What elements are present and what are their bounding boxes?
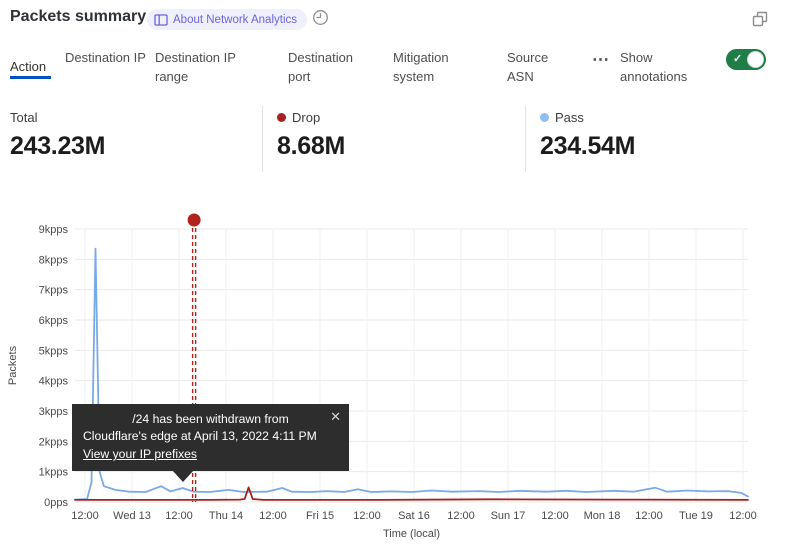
x-tick-label: Tue 19 xyxy=(679,510,713,522)
y-tick-label: 5kpps xyxy=(39,345,69,357)
x-tick-label: 12:00 xyxy=(71,510,99,522)
tab-destination-port[interactable]: Destination port xyxy=(288,50,354,84)
tab-destination-ip[interactable]: Destination IP xyxy=(65,50,146,65)
pass-legend-dot xyxy=(540,113,549,122)
stat-total-value: 243.23M xyxy=(10,132,106,160)
tab-mitigation-system[interactable]: Mitigation system xyxy=(393,50,449,84)
active-tab-underline xyxy=(10,76,51,79)
tab-destination-ip-range[interactable]: Destination IP range xyxy=(155,50,236,84)
tooltip-pointer xyxy=(172,470,194,482)
drop-legend-dot xyxy=(277,113,286,122)
book-icon xyxy=(154,13,168,26)
y-tick-label: 8kpps xyxy=(39,254,69,266)
stat-divider xyxy=(262,106,263,172)
check-icon: ✓ xyxy=(733,53,743,65)
series-line-drop xyxy=(74,486,749,501)
x-tick-label: 12:00 xyxy=(541,510,569,522)
about-network-analytics-badge[interactable]: About Network Analytics xyxy=(147,9,308,30)
packets-time-series-chart: 0pps 1kpps 2kpps 3kpps 4kpps 5kpps 6kpps 7kpps 8… xyxy=(7,213,757,540)
close-icon[interactable]: ✕ xyxy=(330,409,341,424)
view-ip-prefixes-link[interactable]: View your IP prefixes xyxy=(83,447,198,461)
stat-total: Total 243.23M xyxy=(10,110,106,161)
y-tick-label: 2kpps xyxy=(39,436,69,448)
clock-icon[interactable] xyxy=(312,9,329,26)
y-tick-label: 9kpps xyxy=(39,224,69,236)
tab-source-asn[interactable]: Source ASN xyxy=(507,50,549,84)
stat-drop: Drop 8.68M xyxy=(277,110,345,161)
x-tick-label: Thu 14 xyxy=(209,510,243,522)
page-title: Packets summary xyxy=(10,8,147,25)
annotation-tooltip: ✕ /24 has been withdrawn from Cloudflare… xyxy=(72,404,349,471)
y-axis-title: Packets xyxy=(7,345,19,385)
x-tick-label: 12:00 xyxy=(635,510,663,522)
expand-window-icon[interactable] xyxy=(751,10,769,28)
stat-pass-label: Pass xyxy=(555,110,584,125)
tooltip-line1: /24 has been withdrawn from xyxy=(132,412,289,426)
x-tick-label: Sat 16 xyxy=(398,510,430,522)
stat-drop-label: Drop xyxy=(292,110,321,125)
x-axis-title: Time (local) xyxy=(383,528,440,540)
stat-total-label: Total xyxy=(10,110,38,125)
annotation-dot-marker[interactable] xyxy=(187,213,201,227)
x-tick-label: Mon 18 xyxy=(584,510,621,522)
stat-divider xyxy=(525,106,526,172)
more-tabs-icon[interactable]: ⋯ xyxy=(592,50,610,69)
tooltip-line2: Cloudflare's edge at April 13, 2022 4:11… xyxy=(83,429,317,443)
y-tick-label: 0pps xyxy=(44,497,68,509)
show-annotations-toggle[interactable]: ✓ xyxy=(726,49,766,70)
show-annotations-label: Show annotations xyxy=(620,50,688,84)
stat-pass-value: 234.54M xyxy=(540,132,636,160)
x-tick-label: 12:00 xyxy=(729,510,757,522)
x-tick-label: 12:00 xyxy=(259,510,287,522)
x-tick-label: 12:00 xyxy=(353,510,381,522)
y-tick-label: 3kpps xyxy=(39,406,69,418)
y-tick-label: 7kpps xyxy=(39,285,69,297)
toggle-knob xyxy=(747,51,764,68)
x-tick-label: Fri 15 xyxy=(306,510,334,522)
x-tick-label: Sun 17 xyxy=(491,510,526,522)
x-tick-label: 12:00 xyxy=(165,510,193,522)
stat-pass: Pass 234.54M xyxy=(540,110,636,161)
tab-action[interactable]: Action xyxy=(10,59,47,74)
badge-label: About Network Analytics xyxy=(173,13,298,26)
y-tick-label: 1kpps xyxy=(39,467,69,479)
x-tick-label: 12:00 xyxy=(447,510,475,522)
y-tick-label: 4kpps xyxy=(39,376,69,388)
x-tick-label: Wed 13 xyxy=(113,510,151,522)
stat-drop-value: 8.68M xyxy=(277,132,345,160)
y-tick-label: 6kpps xyxy=(39,315,69,327)
series-line-pass xyxy=(74,247,749,501)
